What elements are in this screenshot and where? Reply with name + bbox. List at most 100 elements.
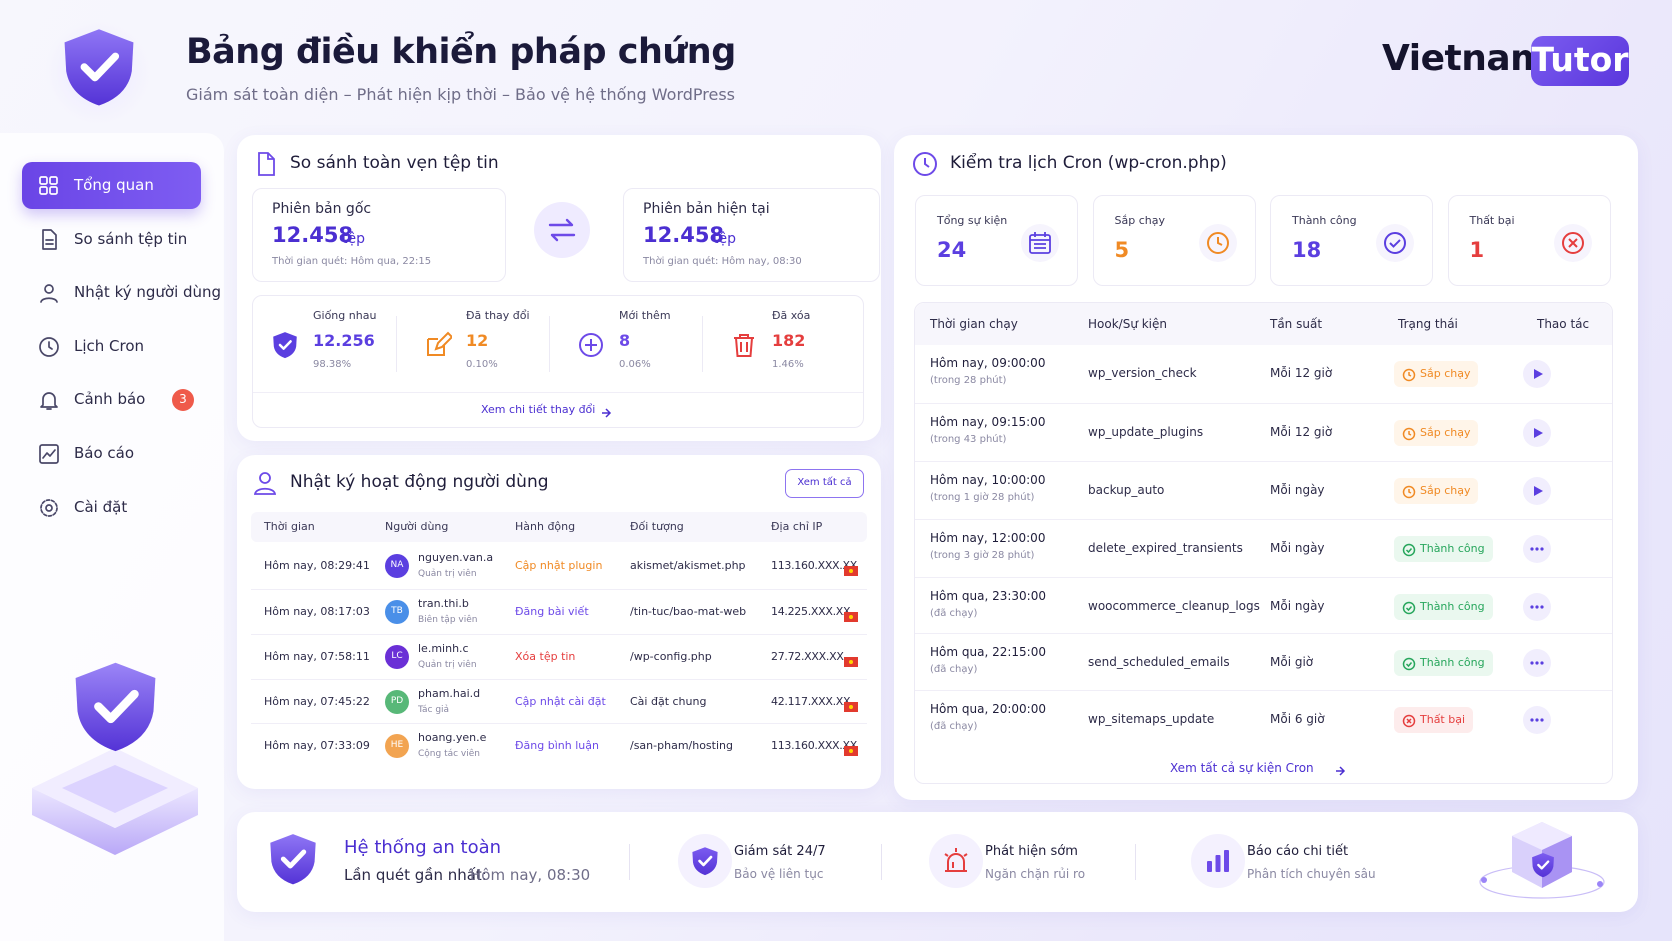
log-time: Hôm nay, 08:29:41 [264, 559, 370, 572]
icon [40, 392, 58, 411]
log-target: /wp-config.php [630, 650, 712, 663]
icon [1561, 232, 1584, 254]
nav-label[interactable]: Cảnh báo [74, 390, 146, 409]
icon-shape [1542, 836, 1572, 888]
icon-shape [1406, 718, 1412, 724]
log-time: Hôm nay, 07:45:22 [264, 695, 370, 708]
icon-shape [1530, 605, 1534, 609]
stats-box: Giống nhau 12.256 98.38% Đã thay đổi 12 0.10%… [252, 295, 864, 428]
icon-shape [42, 228, 57, 250]
icon [1384, 232, 1406, 254]
nav-label[interactable]: Báo cáo [74, 444, 135, 462]
user-name: le.minh.c [418, 642, 469, 655]
icon-shape [1215, 855, 1221, 872]
icon [32, 662, 198, 855]
file-compare-panel: So sánh toàn vẹn tệp tin Phiên bản gốc 12.… [237, 135, 881, 441]
frequency: Mỗi 12 giờ [1270, 425, 1333, 439]
feature-desc: Phân tích chuyên sâu [1247, 867, 1376, 881]
icon-shape [692, 847, 718, 876]
flag-icon [844, 697, 858, 712]
icon-shape [42, 449, 56, 459]
more-icon [1529, 655, 1545, 671]
action-button[interactable] [1523, 706, 1551, 734]
icon [40, 284, 58, 304]
icon [602, 408, 612, 418]
cron-link[interactable]: Xem tất cả sự kiện Cron [1170, 761, 1314, 775]
nav-item[interactable]: Nhật ký người dùng [22, 269, 221, 316]
action-button[interactable] [1523, 477, 1551, 505]
action-button[interactable] [1523, 360, 1551, 388]
nav-item[interactable]: Tổng quan [22, 162, 201, 209]
row-divider [251, 679, 867, 680]
row-divider [915, 690, 1612, 691]
icon [40, 498, 58, 517]
nav-item[interactable]: Cảnh báo 3 [22, 376, 201, 423]
cron-stat-icon-bg [1376, 224, 1414, 262]
user-role: Biên tập viên [418, 615, 478, 625]
icon-shape [1405, 548, 1413, 554]
status-icon [1402, 713, 1416, 728]
icon-shape [849, 749, 853, 753]
run-icon [1529, 483, 1545, 499]
column-header: Hook/Sự kiện [1088, 317, 1168, 331]
icon [844, 702, 858, 712]
action-button[interactable] [1523, 535, 1551, 563]
nav-label[interactable]: Cài đặt [74, 497, 128, 516]
cron-panel: Kiểm tra lịch Cron (wp-cron.php) Tổng sự … [894, 135, 1638, 800]
avatar: NA [385, 554, 409, 578]
action-button[interactable] [1523, 593, 1551, 621]
nav-label[interactable]: Tổng quan [74, 176, 154, 194]
hook-name: delete_expired_transients [1088, 541, 1243, 555]
icon-shape [49, 186, 58, 195]
log-target: akismet/akismet.php [630, 559, 746, 572]
nav-label[interactable]: Nhật ký người dùng [74, 283, 222, 302]
user-name: nguyen.van.a [418, 551, 494, 564]
view-all-label[interactable]: Xem tất cả [797, 477, 852, 488]
logo-shield [58, 26, 140, 114]
cube-illustration [1472, 816, 1612, 908]
icon-shape [1408, 372, 1412, 377]
icon-shape [39, 176, 58, 195]
avatar-initials: NA [390, 560, 404, 570]
nav-item[interactable]: Lịch Cron [22, 323, 201, 370]
cron-stat-card: Thành công 18 [1270, 195, 1433, 286]
column-header: Thời gian chạy [930, 317, 1018, 331]
column-header: Địa chỉ IP [771, 520, 823, 533]
icon [844, 612, 858, 622]
flag-icon [844, 652, 858, 667]
view-all-button[interactable]: Xem tất cả [785, 469, 864, 498]
last-scan-time: Hôm nay, 08:30 [470, 866, 591, 884]
nav-label[interactable]: Lịch Cron [74, 336, 145, 355]
nav-item[interactable]: Báo cáo [22, 430, 201, 477]
status-pill: Thành công [1394, 594, 1493, 620]
run-time: Hôm nay, 12:00:00 [930, 531, 1046, 545]
action-button[interactable] [1523, 419, 1551, 447]
stat-label: Mới thêm [619, 309, 671, 322]
frequency: Mỗi 12 giờ [1270, 366, 1333, 380]
nav-label[interactable]: So sánh tệp tin [74, 229, 188, 248]
nav-item[interactable]: So sánh tệp tin [22, 216, 201, 263]
feature-divider [629, 844, 630, 880]
feature-icon [1203, 846, 1233, 876]
cron-stat-label: Tổng sự kiện [937, 214, 1008, 227]
icon [913, 152, 937, 176]
sidebar: Tổng quan So sánh tệp tin Nhật ký người dù… [0, 133, 224, 941]
column-header: Tần suất [1270, 317, 1323, 331]
details-link[interactable]: Xem chi tiết thay đổi [481, 403, 596, 416]
status-icon [1402, 367, 1416, 382]
icon-shape [39, 186, 48, 195]
user-role: Tác giả [418, 705, 450, 715]
cron-stat-card: Tổng sự kiện 24 [915, 195, 1078, 286]
icon [1534, 369, 1543, 379]
icon-shape [849, 615, 853, 619]
action-button[interactable] [1523, 649, 1551, 677]
run-note: (đã chạy) [930, 721, 978, 732]
log-action: Đăng bình luận [515, 739, 599, 752]
stat-icon [424, 331, 454, 359]
icon-shape [1402, 543, 1416, 557]
row-divider [915, 577, 1612, 578]
icon [39, 176, 58, 195]
cron-stat-icon-bg [1021, 224, 1059, 262]
flag-icon [844, 561, 858, 576]
nav-item[interactable]: Cài đặt [22, 484, 201, 531]
